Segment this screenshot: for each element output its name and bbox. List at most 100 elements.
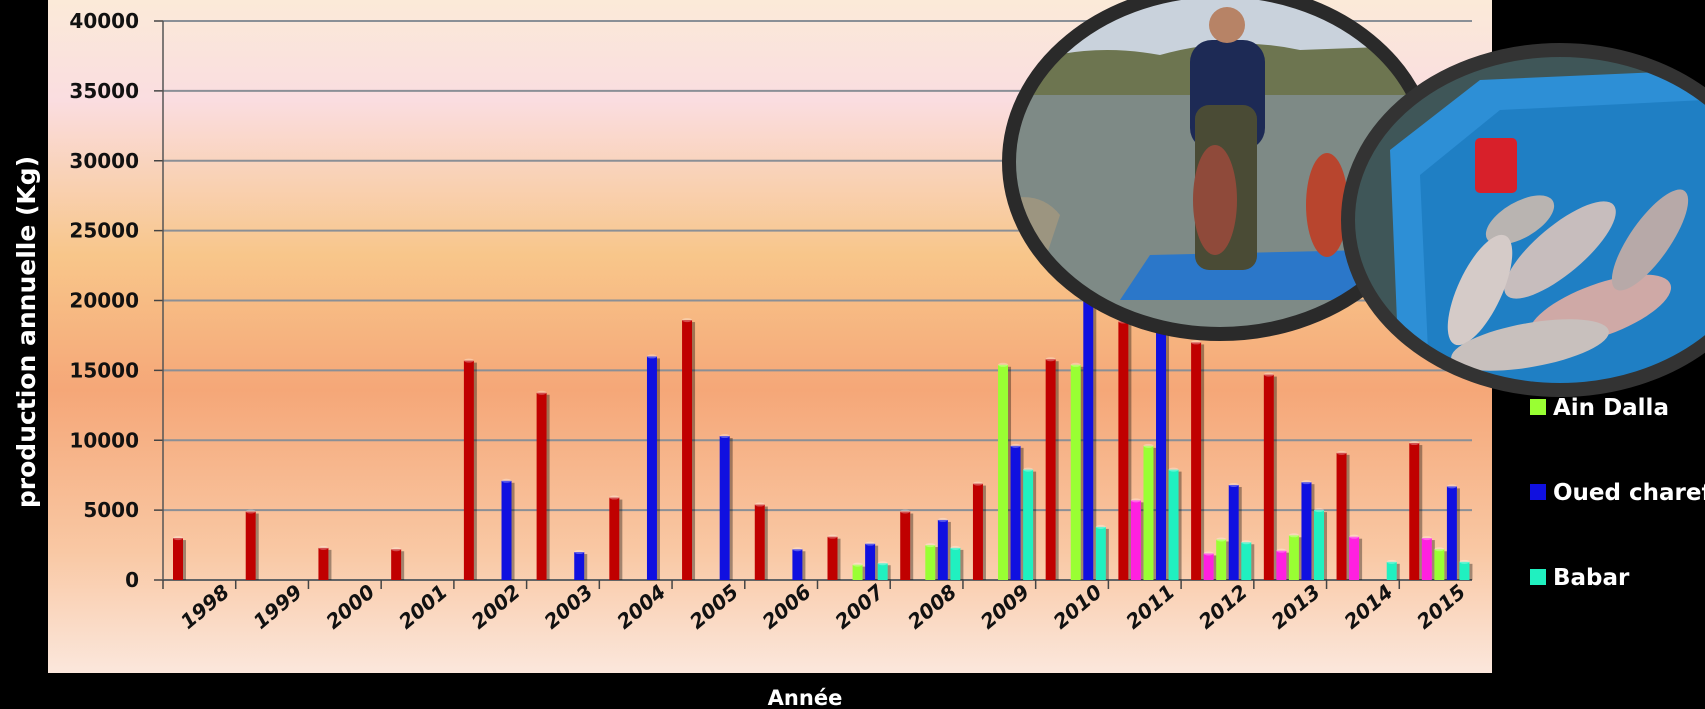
- bar-shadow: [1166, 323, 1170, 580]
- bar-shadow: [1456, 488, 1460, 580]
- bar-babar-2015: [1459, 561, 1470, 580]
- y-tick-label: 20000: [69, 289, 139, 313]
- bar-unnamed-series-2012: [1191, 342, 1202, 580]
- bar-shadow: [1273, 376, 1277, 580]
- bar-cap: [925, 543, 936, 548]
- bar-shadow: [1444, 551, 1448, 580]
- bar-shadow: [656, 358, 660, 580]
- bar-ain-dalla-2013: [1288, 535, 1299, 580]
- bar-oued-charef-2005: [719, 436, 730, 580]
- bar-cap: [501, 478, 512, 483]
- bar-ain-dalla-2012: [1216, 539, 1227, 580]
- y-tick-label: 40000: [69, 9, 139, 33]
- bar-shadow: [729, 438, 733, 580]
- bar-shadow: [875, 545, 879, 580]
- bar-unnamed-series-2009: [972, 483, 983, 580]
- bar-cap: [1421, 536, 1432, 541]
- bar-shadow: [255, 513, 259, 580]
- bar-babar-2013: [1314, 510, 1325, 580]
- bar-shadow: [862, 566, 866, 580]
- bar-ain-dalla-2008: [925, 545, 936, 580]
- bar-cap: [1228, 482, 1239, 487]
- bar-cap: [972, 481, 983, 486]
- bar-babar-2014: [1386, 561, 1397, 580]
- bar-oued-charef-2013: [1301, 482, 1312, 580]
- bar-oued-charef-2006: [792, 549, 803, 580]
- y-tick-label: 5000: [83, 498, 139, 522]
- bar-shadow: [960, 549, 964, 580]
- bar-shadow: [1359, 538, 1363, 580]
- bar-shadow: [1396, 563, 1400, 580]
- bar-shadow: [1469, 563, 1473, 580]
- bar-shadow: [183, 540, 186, 580]
- bar-ain-dalla-2011: [1143, 445, 1154, 580]
- bar-babar-2010: [1095, 526, 1106, 580]
- bar-shadow: [1105, 528, 1109, 580]
- bar-cap: [682, 318, 693, 323]
- bar-shadow: [1153, 447, 1157, 580]
- bar-babar-2007: [877, 563, 888, 580]
- bar-shadow: [947, 521, 951, 580]
- bar-shadow: [1008, 366, 1012, 580]
- bar-shadow: [1178, 471, 1182, 580]
- bar-shadow: [1055, 361, 1059, 580]
- legend: Ain Dalla Oued charef Babar: [1530, 395, 1705, 591]
- bar-unnamed-series-2010: [1045, 359, 1056, 580]
- bar-cap: [1263, 372, 1274, 377]
- bar-cap: [1168, 467, 1179, 472]
- bar-unnamed-series-2013: [1276, 550, 1287, 580]
- bar-shadow: [1324, 512, 1328, 580]
- bar-cap: [574, 550, 585, 555]
- bar-shadow: [764, 506, 768, 580]
- bar-cap: [852, 562, 863, 567]
- bar-oued-charef-2015: [1446, 486, 1457, 580]
- legend-swatch: [1530, 399, 1546, 415]
- bar-unnamed-series-2006: [754, 504, 765, 580]
- bar-ain-dalla-2007: [852, 564, 863, 580]
- bar-shadow: [1213, 555, 1217, 580]
- bar-cap: [609, 495, 620, 500]
- bar-unnamed-series-2005: [682, 320, 693, 580]
- bar-unnamed-series-2014: [1336, 452, 1347, 580]
- bar-shadow: [1128, 323, 1132, 580]
- legend-swatch: [1530, 569, 1546, 585]
- bar-cap: [1314, 508, 1325, 513]
- bar-oued-charef-2007: [865, 543, 876, 580]
- bar-shadow: [1020, 447, 1024, 580]
- bar-cap: [1045, 357, 1056, 362]
- bar-cap: [998, 362, 1009, 367]
- bar-unnamed-series-2013: [1263, 374, 1274, 580]
- bar-cap: [754, 502, 765, 507]
- bar-cap: [1301, 480, 1312, 485]
- y-tick-label: 0: [125, 568, 139, 592]
- bar-cap: [719, 434, 730, 439]
- y-tick-label: 35000: [69, 79, 139, 103]
- legend-label: Babar: [1553, 565, 1630, 591]
- bar-cap: [1010, 443, 1021, 448]
- bar-cap: [1023, 467, 1034, 472]
- bar-unnamed-series-2007: [827, 536, 838, 580]
- bar-cap: [646, 354, 657, 359]
- bar-shadow: [982, 485, 986, 580]
- bar-cap: [1434, 547, 1445, 552]
- bar-cap: [463, 358, 474, 363]
- bar-cap: [1459, 559, 1470, 564]
- bar-shadow: [802, 551, 806, 580]
- y-tick-label: 15000: [69, 358, 139, 382]
- bar-shadow: [511, 482, 515, 580]
- bar-cap: [900, 509, 911, 514]
- bar-shadow: [1298, 537, 1302, 580]
- bar-cap: [792, 547, 803, 552]
- bar-cap: [173, 536, 183, 541]
- bar-shadow: [1226, 541, 1230, 580]
- bar-cap: [1130, 498, 1141, 503]
- bar-shadow: [910, 513, 914, 580]
- bar-oued-charef-2002: [501, 480, 512, 580]
- bar-shadow: [619, 499, 623, 580]
- bar-shadow: [692, 322, 696, 580]
- bar-oued-charef-2011: [1156, 321, 1167, 580]
- legend-swatch: [1530, 484, 1546, 500]
- bar-cap: [1216, 537, 1227, 542]
- bar-shadow: [887, 565, 891, 580]
